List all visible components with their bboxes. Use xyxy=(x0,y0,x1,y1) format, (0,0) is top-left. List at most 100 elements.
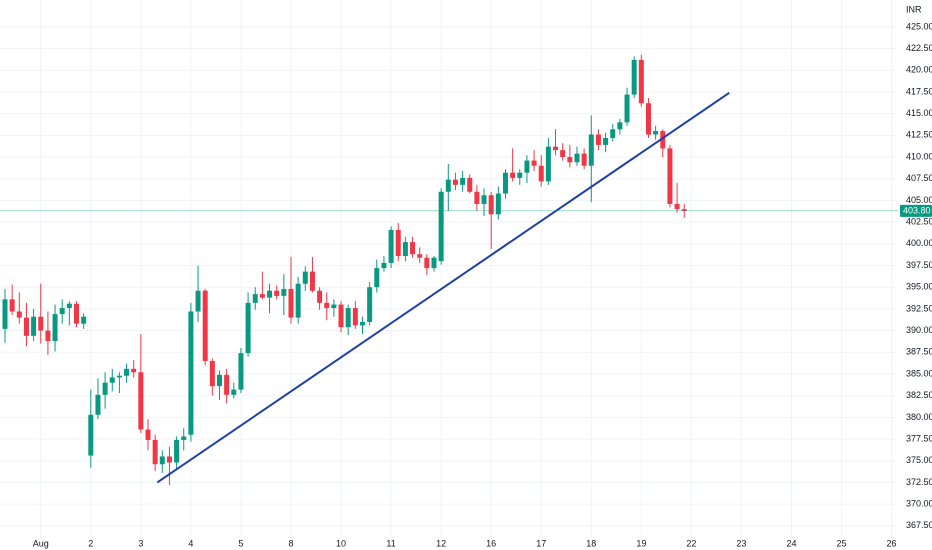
candle-body xyxy=(502,172,508,194)
candle-body xyxy=(467,177,473,192)
candle xyxy=(95,378,101,420)
candle xyxy=(66,301,72,326)
candle-body xyxy=(302,271,308,284)
x-tick-label: 5 xyxy=(238,538,243,548)
candle xyxy=(238,347,244,394)
y-tick-label: 395.00 xyxy=(906,282,932,292)
currency-label: INR xyxy=(906,4,922,14)
candle xyxy=(581,148,587,170)
candle xyxy=(367,282,373,326)
candle-body xyxy=(317,290,323,303)
candle-body xyxy=(495,193,501,215)
candle-body xyxy=(417,254,423,258)
candle xyxy=(638,54,644,107)
candle-body xyxy=(309,271,315,291)
candle xyxy=(502,169,508,199)
candle-body xyxy=(610,129,616,138)
candle xyxy=(124,363,130,383)
candle xyxy=(131,360,137,378)
candle xyxy=(595,129,601,151)
candle xyxy=(274,285,280,300)
candle xyxy=(381,255,387,272)
x-tick-label: 18 xyxy=(586,538,596,548)
candle xyxy=(174,436,180,470)
candle-body xyxy=(159,456,165,465)
x-tick-label: 25 xyxy=(837,538,847,548)
y-tick-label: 402.50 xyxy=(906,217,932,227)
candle xyxy=(45,311,51,355)
candle-body xyxy=(102,382,108,395)
candle-body xyxy=(645,103,651,135)
candle xyxy=(567,144,573,168)
candle xyxy=(102,372,108,409)
candle-body xyxy=(638,59,644,104)
candle xyxy=(138,334,144,434)
candle-body xyxy=(474,191,480,204)
candle xyxy=(59,299,65,324)
candle xyxy=(510,148,516,182)
candle-body xyxy=(481,195,487,204)
candle xyxy=(88,389,94,468)
y-tick-label: 420.00 xyxy=(906,65,932,75)
candle xyxy=(474,184,480,211)
candle xyxy=(667,144,673,208)
y-tick-label: 377.50 xyxy=(906,433,932,443)
candle xyxy=(152,434,158,472)
candle-body xyxy=(267,290,273,298)
candle xyxy=(460,170,466,192)
candle-body xyxy=(660,131,666,149)
y-tick-label: 367.50 xyxy=(906,520,932,530)
candle-body xyxy=(531,160,537,166)
candle-body xyxy=(281,288,287,296)
candle xyxy=(402,236,408,262)
candle xyxy=(374,259,380,293)
candle-body xyxy=(274,290,280,296)
candle-body xyxy=(367,287,373,322)
candle-body xyxy=(674,203,680,210)
candle-body xyxy=(81,316,87,324)
y-tick-label: 372.50 xyxy=(906,477,932,487)
candle xyxy=(395,223,401,262)
candle xyxy=(216,370,222,401)
candle-body xyxy=(245,302,251,354)
y-tick-label: 410.00 xyxy=(906,151,932,161)
candle-body xyxy=(460,177,466,185)
candle-body xyxy=(567,157,573,163)
candle xyxy=(603,132,609,152)
candle xyxy=(545,137,551,185)
candle-body xyxy=(681,209,687,211)
y-tick-label: 392.50 xyxy=(906,303,932,313)
candle xyxy=(317,287,323,310)
candle-body xyxy=(174,439,180,463)
candle xyxy=(524,155,530,184)
candle-body xyxy=(431,257,437,269)
x-tick-label: 24 xyxy=(786,538,796,548)
candle xyxy=(166,446,172,486)
trendline xyxy=(156,92,730,484)
candle xyxy=(495,186,501,220)
grid xyxy=(0,0,898,538)
x-tick-label: 22 xyxy=(686,538,696,548)
candle xyxy=(159,450,165,473)
y-tick-label: 380.00 xyxy=(906,412,932,422)
candle-body xyxy=(202,290,208,361)
candle-body xyxy=(374,268,380,288)
candle xyxy=(202,288,208,366)
candle-body xyxy=(59,308,65,315)
candle xyxy=(517,169,523,185)
candle-body xyxy=(38,316,44,331)
candle-body xyxy=(31,316,37,336)
candle-body xyxy=(452,179,458,185)
candle-body xyxy=(52,314,58,342)
candle-body xyxy=(131,368,137,373)
y-tick-label: 385.00 xyxy=(906,368,932,378)
y-tick-label: 407.50 xyxy=(906,173,932,183)
candle xyxy=(324,292,330,321)
candle-body xyxy=(152,439,158,465)
candle xyxy=(224,368,230,404)
candle xyxy=(31,308,37,342)
candle-body xyxy=(252,294,258,303)
candle xyxy=(188,302,194,442)
candle-body xyxy=(138,372,144,430)
candle-body xyxy=(338,304,344,328)
